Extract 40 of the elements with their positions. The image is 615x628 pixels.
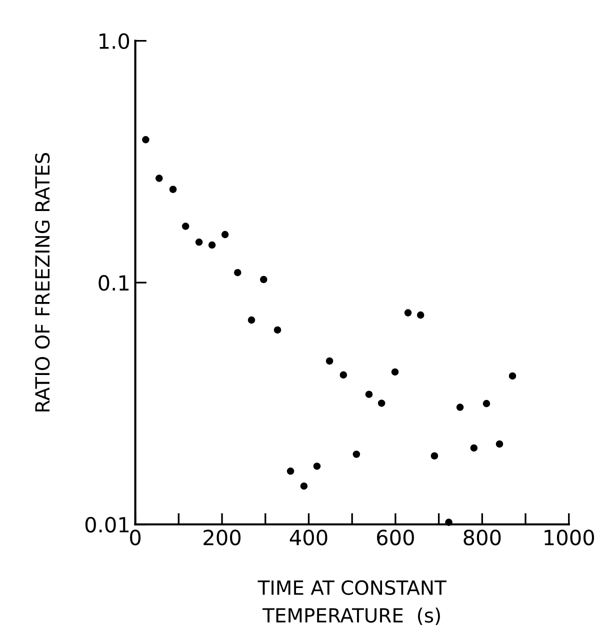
point — [365, 390, 373, 398]
point — [156, 174, 163, 182]
point — [496, 440, 504, 448]
point — [470, 444, 478, 452]
x-tick-label: 0 — [130, 530, 141, 546]
point — [508, 372, 516, 380]
point — [208, 241, 216, 249]
point — [182, 222, 190, 230]
point — [378, 400, 386, 407]
point — [234, 268, 242, 276]
point — [416, 311, 424, 319]
y-tick-label: 0.01 — [85, 516, 129, 533]
point — [274, 326, 282, 334]
point — [404, 309, 412, 316]
x-tick-label: 1000 — [544, 530, 594, 546]
point — [221, 230, 229, 238]
point — [456, 404, 464, 411]
point — [142, 136, 150, 144]
point — [260, 276, 268, 284]
point — [391, 368, 399, 376]
point — [482, 400, 490, 408]
x-tick-label: 800 — [464, 530, 501, 546]
y-axis-title: RATIO OF FREEZING RATES — [35, 152, 50, 412]
x-tick-label: 600 — [377, 530, 414, 546]
y-tick-label: 1.0 — [100, 33, 130, 50]
point — [430, 452, 438, 460]
y-tick-label: 0.1 — [98, 275, 129, 291]
point — [300, 482, 308, 490]
point — [169, 186, 177, 194]
point — [313, 462, 321, 470]
point — [352, 450, 360, 458]
point — [445, 518, 452, 526]
point — [248, 316, 256, 324]
point — [340, 371, 348, 379]
point — [326, 357, 334, 365]
point — [195, 238, 203, 246]
x-axis-title: TIME AT CONSTANT TEMPERATURE (s) — [258, 580, 446, 625]
x-tick-label: 200 — [204, 530, 241, 546]
point — [286, 468, 294, 475]
x-tick-label: 400 — [290, 530, 328, 546]
